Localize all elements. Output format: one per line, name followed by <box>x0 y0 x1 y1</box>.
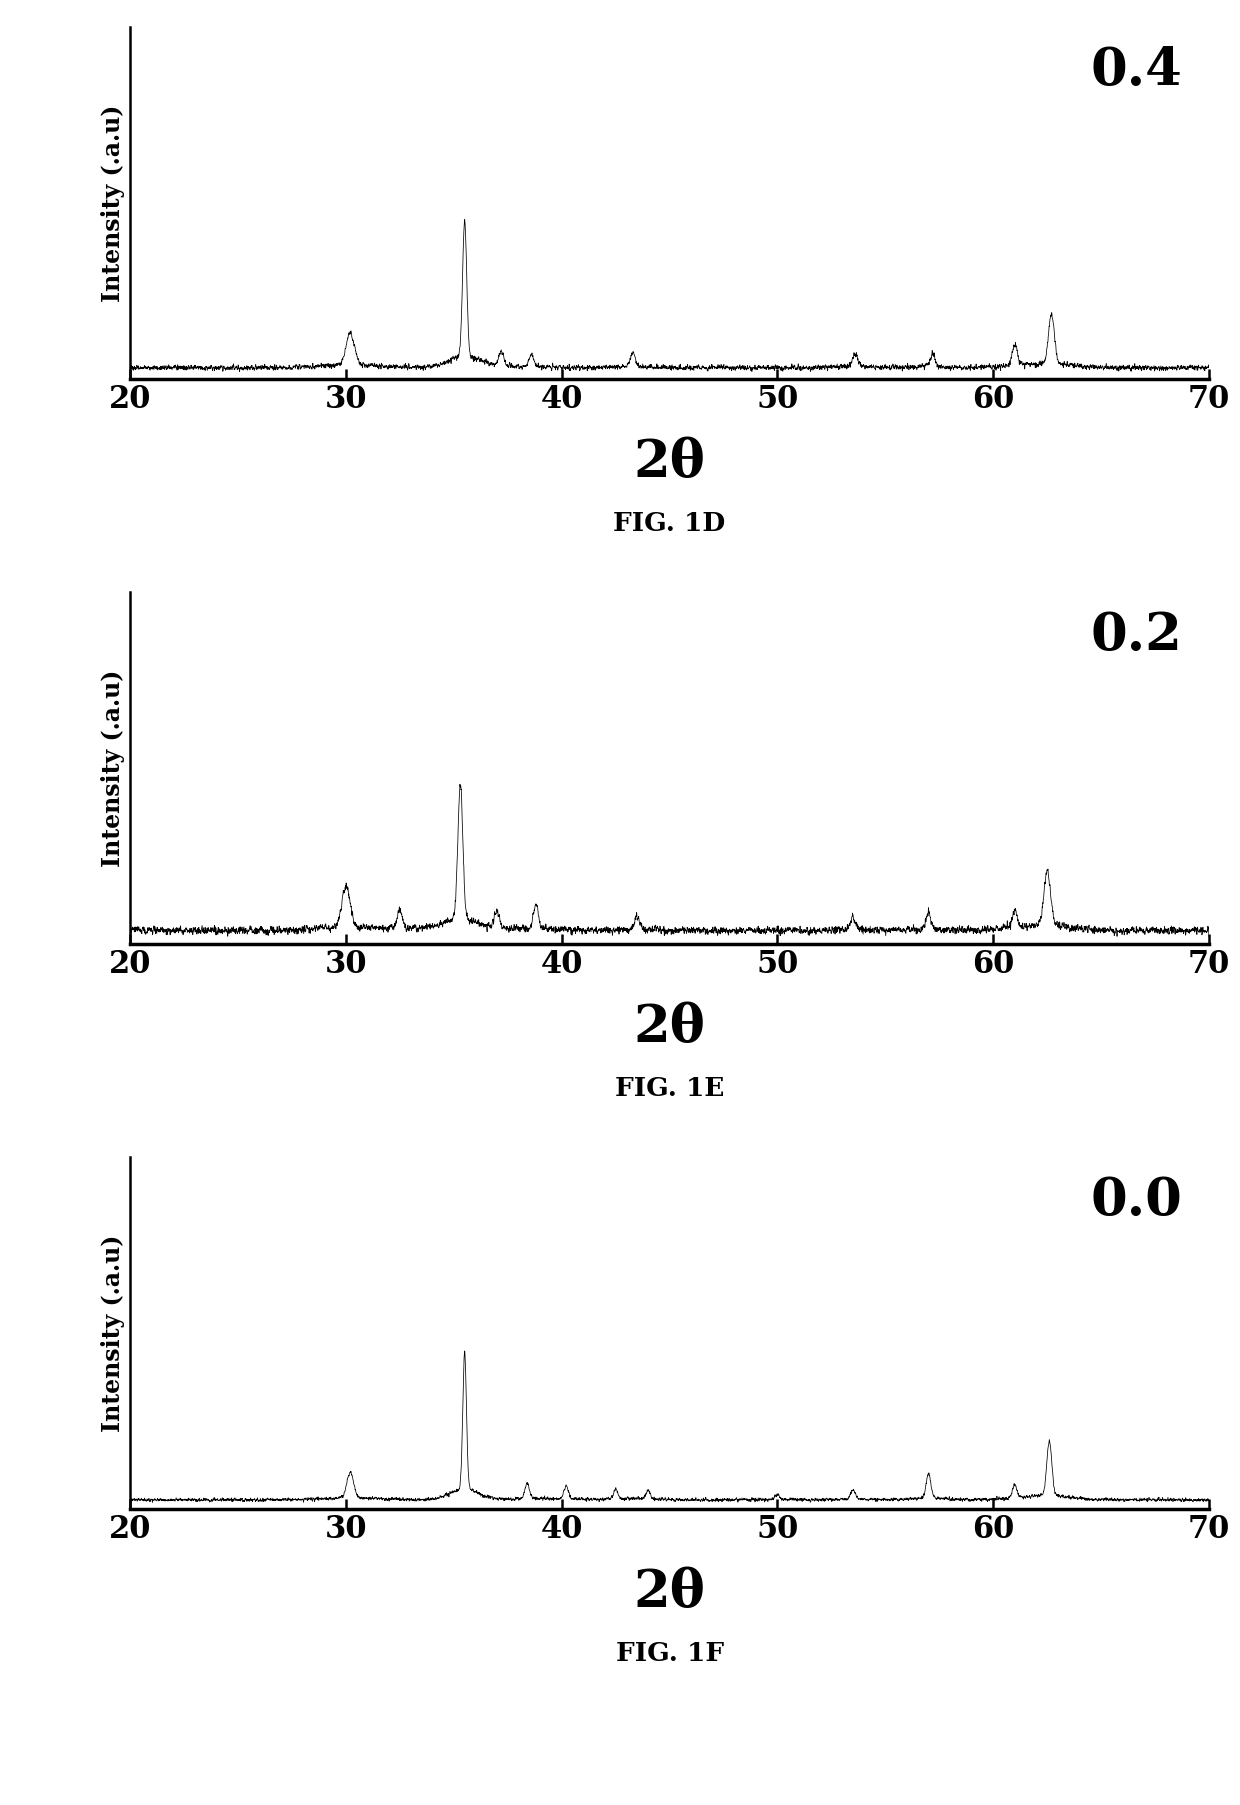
Text: 2θ: 2θ <box>634 1002 706 1052</box>
Y-axis label: Intensity (.a.u): Intensity (.a.u) <box>100 670 125 866</box>
Text: 2θ: 2θ <box>634 437 706 487</box>
Text: FIG. 1E: FIG. 1E <box>615 1076 724 1101</box>
Text: 0.2: 0.2 <box>1090 610 1182 661</box>
Text: 2θ: 2θ <box>634 1567 706 1617</box>
Text: 0.0: 0.0 <box>1090 1175 1182 1226</box>
Text: 0.4: 0.4 <box>1090 45 1182 96</box>
Text: FIG. 1F: FIG. 1F <box>615 1641 724 1666</box>
Text: FIG. 1D: FIG. 1D <box>614 511 725 536</box>
Y-axis label: Intensity (.a.u): Intensity (.a.u) <box>100 105 125 301</box>
Y-axis label: Intensity (.a.u): Intensity (.a.u) <box>100 1235 125 1431</box>
